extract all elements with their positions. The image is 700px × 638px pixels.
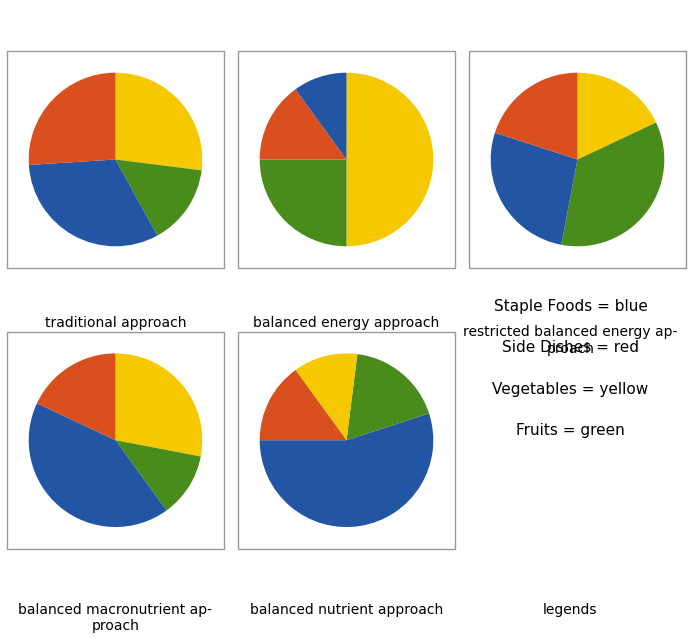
Wedge shape [260, 160, 346, 246]
Wedge shape [116, 160, 202, 235]
Bar [238, 51, 455, 268]
Text: legends: legends [543, 603, 598, 617]
Wedge shape [260, 413, 433, 527]
Wedge shape [561, 122, 664, 246]
Wedge shape [29, 73, 116, 165]
Text: restricted balanced energy ap-
proach: restricted balanced energy ap- proach [463, 325, 678, 355]
Text: Side Dishes = red: Side Dishes = red [502, 340, 639, 355]
Text: traditional approach: traditional approach [45, 316, 186, 330]
Wedge shape [491, 133, 578, 245]
Text: balanced nutrient approach: balanced nutrient approach [250, 603, 443, 617]
Bar [238, 332, 455, 549]
Bar [469, 51, 686, 268]
Text: balanced macronutrient ap-
proach: balanced macronutrient ap- proach [18, 603, 213, 633]
Wedge shape [295, 73, 346, 160]
Text: Vegetables = yellow: Vegetables = yellow [492, 382, 649, 397]
Wedge shape [346, 354, 429, 440]
Wedge shape [578, 73, 656, 160]
Text: Fruits = green: Fruits = green [516, 423, 625, 438]
Wedge shape [260, 89, 346, 160]
Wedge shape [116, 440, 201, 510]
Wedge shape [260, 370, 346, 440]
Wedge shape [116, 353, 202, 456]
Bar [7, 332, 224, 549]
Wedge shape [29, 403, 167, 527]
Text: balanced energy approach: balanced energy approach [253, 316, 440, 330]
Wedge shape [346, 73, 433, 246]
Wedge shape [116, 73, 202, 170]
Wedge shape [495, 73, 578, 160]
Wedge shape [29, 160, 158, 246]
Wedge shape [295, 353, 358, 440]
Bar [7, 51, 224, 268]
Text: Staple Foods = blue: Staple Foods = blue [494, 299, 648, 314]
Wedge shape [37, 353, 116, 440]
